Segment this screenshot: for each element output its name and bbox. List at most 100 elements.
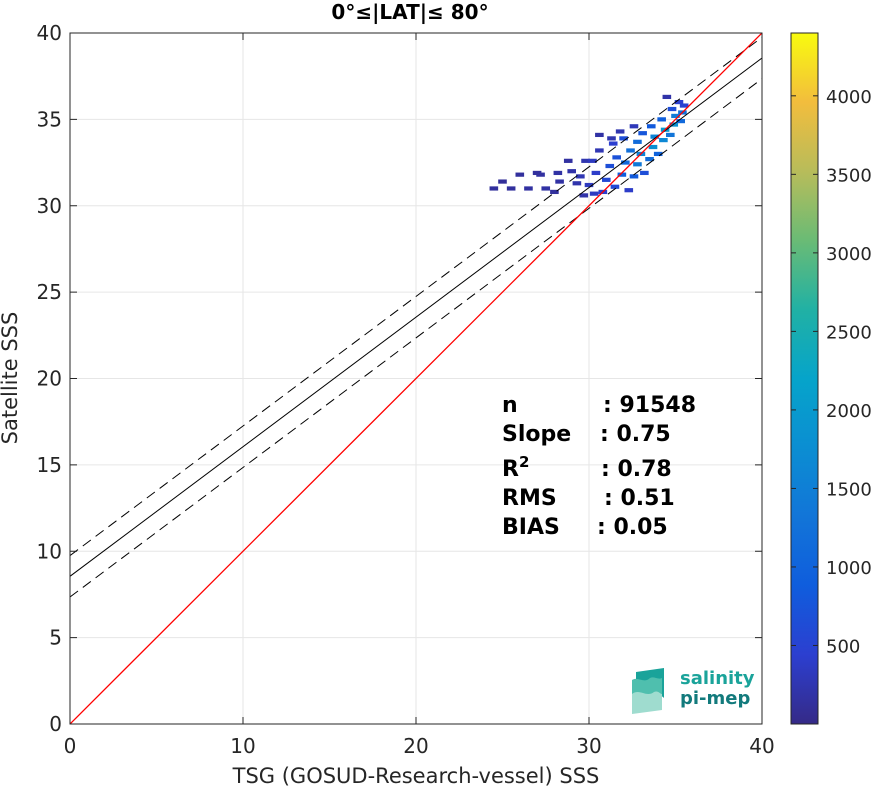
colorbar-tick-label: 4000: [826, 87, 872, 108]
y-tick-label: 35: [37, 107, 62, 131]
density-cell: [588, 158, 597, 163]
density-cell: [624, 188, 634, 193]
salinity-pimep-logo: salinity pi-mep: [632, 668, 755, 714]
stat-label: RMS: [502, 486, 557, 511]
density-cell: [671, 113, 680, 119]
density-cell: [638, 131, 647, 136]
density-cell: [524, 186, 533, 191]
density-cell: [584, 182, 594, 188]
colorbar-tick-label: 3000: [826, 244, 872, 265]
y-tick-label: 10: [37, 539, 62, 563]
y-tick-label: 40: [37, 21, 62, 45]
density-cell: [567, 169, 576, 174]
density-cell: [602, 177, 611, 182]
y-tick-label: 15: [37, 453, 62, 477]
density-cell: [605, 163, 615, 169]
logo-line1: salinity: [680, 668, 755, 689]
stat-value: : 91548: [603, 393, 696, 418]
fit-line: [70, 57, 762, 577]
y-axis-label: Satellite SSS: [0, 312, 22, 445]
density-cell: [619, 136, 628, 141]
density-cell: [615, 129, 625, 134]
x-tick-label: 10: [230, 734, 255, 758]
density-cell: [629, 174, 639, 179]
colorbar-tick-label: 2500: [826, 322, 872, 343]
regression-lines: [70, 33, 762, 724]
x-tick-label: 30: [576, 734, 601, 758]
density-cell: [629, 124, 639, 129]
density-cell: [612, 155, 621, 160]
density-cell: [659, 138, 668, 143]
fit-bound-line: [70, 78, 762, 598]
density-cell: [653, 151, 663, 157]
reference-line-1to1: [70, 33, 762, 724]
density-cell: [626, 148, 635, 153]
density-cell: [572, 181, 582, 186]
density-cell: [595, 132, 604, 138]
density-cell: [633, 139, 642, 144]
density-cell: [640, 170, 649, 176]
density-cell: [581, 158, 590, 163]
colorbar-tick-label: 500: [826, 636, 860, 657]
density-cell: [489, 186, 499, 191]
density-cell: [607, 136, 616, 141]
density-cell: [563, 158, 573, 163]
colorbar-ticks: 500 1000 1500 2000 2500 3000 3500 4000: [791, 87, 872, 657]
density-cell: [650, 134, 660, 139]
density-cell: [555, 179, 564, 184]
density-cell: [676, 119, 685, 124]
density-cell: [553, 170, 563, 176]
density-cell: [589, 191, 599, 196]
density-cell: [679, 103, 689, 108]
colorbar-tick-label: 1500: [826, 479, 872, 500]
density-cell: [498, 179, 507, 184]
stat-value: : 0.05: [597, 515, 668, 540]
colorbar-tick-label: 1000: [826, 558, 872, 579]
density-cell: [657, 117, 666, 122]
density-cell: [610, 184, 620, 189]
density-cell: [621, 160, 630, 165]
density-cell: [617, 172, 627, 177]
stat-value: : 0.78: [601, 457, 672, 482]
stat-label: n: [502, 393, 518, 418]
x-tick-label: 0: [64, 734, 77, 758]
density-cell: [608, 141, 618, 146]
colorbar-tick-label: 2000: [826, 401, 872, 422]
density-cell: [667, 106, 677, 112]
density-cell: [515, 172, 525, 177]
colorbar: [790, 32, 819, 725]
density-cell: [666, 132, 675, 138]
density-cell: [506, 186, 516, 191]
logo-mark-front: [632, 691, 662, 714]
x-axis-label: TSG (GOSUD-Research-vessel) SSS: [232, 764, 600, 788]
density-cell: [674, 100, 684, 105]
density-cell: [646, 124, 656, 129]
density-cell: [633, 162, 642, 167]
y-tick-label: 25: [37, 280, 62, 304]
density-heatmap: [489, 94, 689, 198]
stat-superscript: 2: [519, 453, 529, 471]
y-tick-label: 5: [49, 626, 62, 650]
logo-line2: pi-mep: [680, 688, 750, 709]
density-cell: [532, 170, 542, 176]
colorbar-tick-label: 3500: [826, 165, 872, 186]
chart-title: 0°≤|LAT|≤ 80°: [331, 0, 488, 24]
x-tick-label: 20: [403, 734, 428, 758]
density-cell: [595, 148, 604, 153]
density-cell: [648, 144, 658, 150]
density-cell: [579, 193, 589, 198]
stat-value: : 0.51: [604, 486, 675, 511]
density-cell: [541, 186, 551, 191]
y-tick-label: 30: [37, 194, 62, 218]
axis-ticks: 0 10 20 30 40 0 5 10 15 20 25 30 35 40: [37, 21, 775, 758]
density-cell: [550, 189, 559, 195]
stat-value: : 0.75: [600, 422, 671, 447]
density-cell: [576, 174, 585, 179]
y-tick-label: 20: [37, 367, 62, 391]
stat-label: BIAS: [502, 515, 560, 540]
x-tick-label: 40: [749, 734, 774, 758]
y-tick-label: 0: [49, 712, 62, 736]
density-cell: [591, 170, 601, 176]
